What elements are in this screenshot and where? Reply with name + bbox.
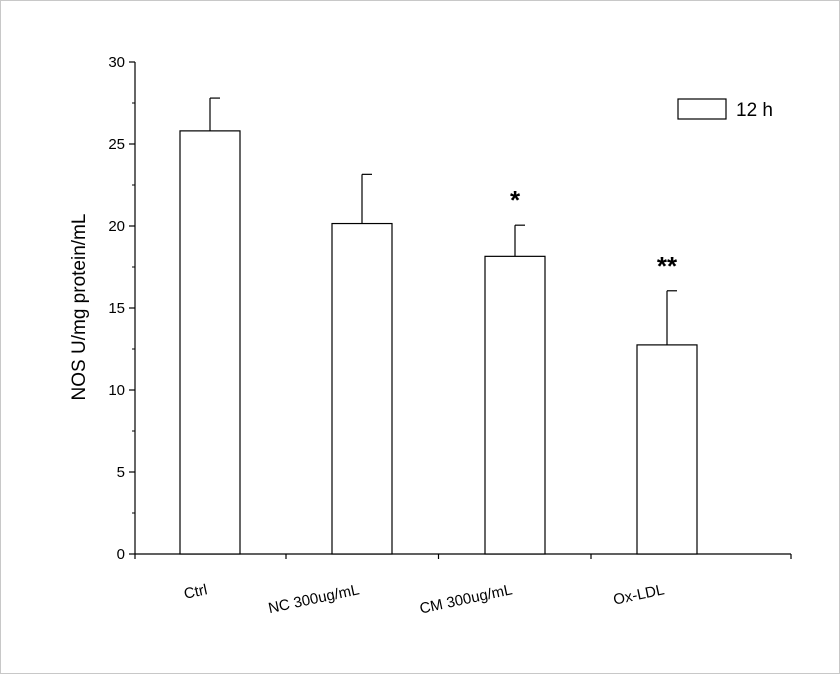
significance-marks: ***: [510, 185, 678, 281]
significance-mark: **: [657, 251, 678, 281]
category-label: Ctrl: [182, 581, 208, 602]
bar: [484, 255, 546, 555]
category-label: CM 300ug/mL: [418, 581, 514, 617]
bar: [179, 130, 241, 555]
category-label: NC 300ug/mL: [267, 581, 361, 617]
error-bars: [209, 97, 677, 345]
bar: [636, 344, 698, 555]
y-axis-title: NOS U/mg protein/mL: [69, 214, 90, 401]
x-axis: [134, 553, 792, 559]
legend-label: 12 h: [736, 100, 773, 121]
legend-swatch: [677, 98, 727, 120]
y-tick-label: 5: [117, 464, 125, 481]
legend: 12 h: [677, 98, 773, 121]
y-tick-label: 30: [108, 54, 125, 71]
category-labels: Ctrl NC 300ug/mL CM 300ug/mL Ox-LDL: [182, 581, 665, 617]
y-tick-label: 15: [108, 300, 125, 317]
significance-mark: *: [510, 185, 521, 215]
y-tick-label: 10: [108, 382, 125, 399]
y-tick-label: 25: [108, 136, 125, 153]
bar: [331, 222, 393, 555]
bars: [179, 130, 698, 555]
y-axis: 0 5 10 15 20 25 30: [108, 54, 136, 563]
category-label: Ox-LDL: [612, 581, 666, 608]
y-tick-label: 20: [108, 218, 125, 235]
y-tick-label: 0: [117, 546, 125, 563]
